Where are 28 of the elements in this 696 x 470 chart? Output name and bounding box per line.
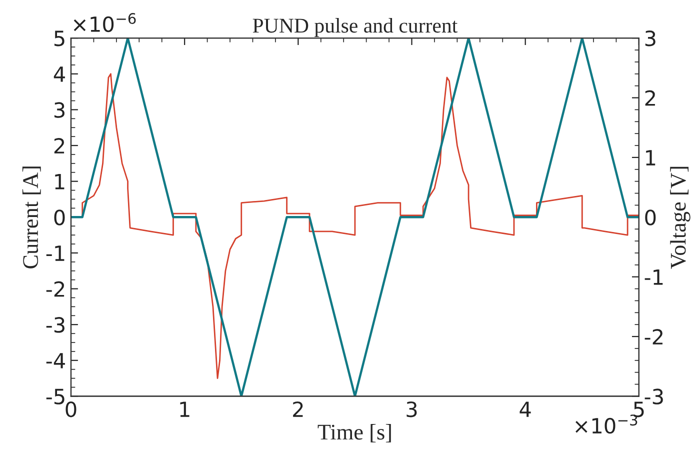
x-tick-label: 2	[293, 401, 303, 417]
y2-axis-title: Voltage [V]	[670, 166, 690, 269]
x-tick-label: 3	[406, 401, 417, 418]
y2-tick-label: 3	[645, 30, 656, 46]
x-axis-title: Time [s]	[318, 424, 391, 442]
y-tick-label: -3	[46, 317, 64, 333]
x-tick-label: 4	[520, 402, 531, 417]
chart-title: PUND pulse and current	[252, 18, 458, 37]
y2-tick-label: -3	[644, 388, 663, 404]
y-tick-label: 4	[54, 66, 65, 82]
y2-tick-label: -1	[644, 270, 663, 285]
y-tick-label: 3	[54, 102, 64, 118]
y-tick-label: -2	[46, 281, 64, 297]
y2-tick-label: -2	[644, 328, 662, 344]
text: ×10$^{−6}$	[74, 12, 136, 32]
y-tick-label: 0	[54, 210, 65, 226]
y-tick-label: -1	[46, 246, 64, 261]
y-tick-label: -4	[46, 353, 65, 368]
y-axis-title: Current [A]	[22, 166, 41, 268]
y2-tick-label: 0	[645, 210, 656, 226]
y-tick-label: 2	[54, 138, 64, 154]
y-tick-label: 5	[54, 30, 64, 46]
y-tick-label: 1	[55, 174, 64, 190]
y2-tick-label: 1	[646, 150, 656, 166]
x-tick-label: 0	[66, 401, 76, 418]
y-tick-label: -5	[46, 388, 64, 404]
x-tick-label: 1	[180, 402, 190, 417]
y2-tick-label: 2	[645, 90, 655, 106]
